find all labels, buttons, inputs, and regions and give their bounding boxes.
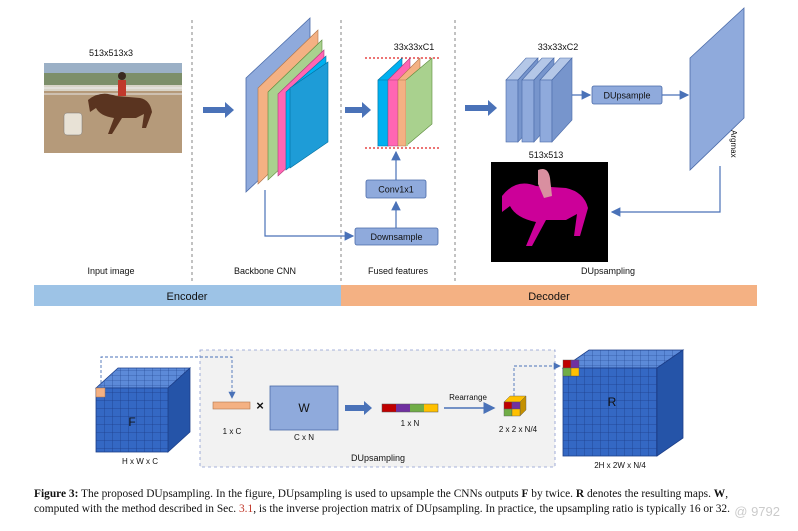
times-symbol: × bbox=[256, 398, 264, 413]
caption-text-4: , computed with the method described in … bbox=[34, 488, 729, 515]
w-dims: C x N bbox=[294, 433, 314, 442]
f-cube bbox=[94, 367, 192, 453]
arrow-fused-decoder bbox=[465, 100, 497, 116]
caption-W: W bbox=[713, 488, 726, 500]
r-cube bbox=[561, 349, 685, 457]
input-label: Input image bbox=[87, 266, 134, 276]
caption-fig-label: Figure 3: bbox=[34, 488, 79, 500]
f-letter: F bbox=[128, 415, 135, 429]
caption-F: F bbox=[521, 488, 529, 500]
vector-dims: 1 x C bbox=[223, 427, 242, 436]
decoder-feature-stack bbox=[505, 57, 573, 143]
watermark: @ 9792 bbox=[734, 504, 780, 519]
backbone-label: Backbone CNN bbox=[234, 266, 296, 276]
arrow-w-vector bbox=[345, 401, 372, 415]
downsample-label: Downsample bbox=[370, 232, 422, 242]
vector-1xc bbox=[212, 401, 251, 410]
caption-text-5: , is the inverse projection matrix of DU… bbox=[253, 502, 730, 515]
arrow-input-backbone bbox=[203, 102, 234, 118]
caption-text-2: by twice. bbox=[528, 488, 576, 500]
fused-dims: 33x33xC1 bbox=[394, 42, 435, 52]
input-dims: 513x513x3 bbox=[89, 48, 133, 58]
caption-R: R bbox=[575, 488, 585, 500]
r-dims: 2H x 2W x N/4 bbox=[594, 461, 646, 470]
n-dims: 1 x N bbox=[401, 419, 420, 428]
group-label: DUpsampling bbox=[351, 453, 405, 463]
f-to-vector-link bbox=[100, 356, 236, 399]
f-dims: H x W x C bbox=[122, 457, 158, 466]
output-dims: 513x513 bbox=[529, 150, 564, 160]
dupsample-box-label: DUpsample bbox=[603, 91, 650, 101]
dupsampling-figure: 513x513x3 Input image Backbone CNN 33x33… bbox=[34, 7, 757, 470]
fused-label: Fused features bbox=[368, 266, 429, 276]
rearrange-label: Rearrange bbox=[449, 393, 487, 402]
decoder-label: Decoder bbox=[528, 291, 570, 303]
w-matrix bbox=[269, 385, 339, 431]
encoder-label: Encoder bbox=[167, 291, 208, 303]
caption-text-3: denotes the resulting maps. bbox=[584, 488, 714, 500]
conv1x1-label: Conv1x1 bbox=[378, 185, 414, 195]
dupsampling-label: DUpsampling bbox=[581, 266, 635, 276]
arrow-backbone-fused bbox=[345, 102, 371, 118]
small-cube-2x2 bbox=[503, 395, 527, 417]
vector-1xn bbox=[381, 403, 439, 413]
decoder-dims: 33x33xC2 bbox=[538, 42, 579, 52]
caption-text-1: The proposed DUpsampling. In the figure,… bbox=[78, 488, 522, 500]
input-horse-photo bbox=[44, 63, 182, 153]
fused-features-stack bbox=[365, 57, 440, 149]
argmax-to-mask-arrow bbox=[610, 166, 721, 217]
w-letter: W bbox=[298, 401, 310, 415]
backbone-cnn-stack bbox=[245, 17, 329, 193]
figure-caption: Figure 3: The proposed DUpsampling. In t… bbox=[34, 487, 774, 516]
r-letter: R bbox=[608, 395, 617, 409]
cube-to-r-link bbox=[513, 362, 561, 396]
output-feature-plane bbox=[689, 7, 745, 171]
caption-section-ref[interactable]: 3.1 bbox=[238, 502, 254, 515]
dupsampling-group-box bbox=[199, 349, 556, 468]
argmax-label: Argmax bbox=[729, 130, 738, 158]
encoder-bar bbox=[34, 285, 341, 306]
segmentation-output-mask bbox=[491, 162, 608, 262]
small-dims: 2 x 2 x N/4 bbox=[499, 425, 538, 434]
backbone-to-downsample-line bbox=[264, 190, 355, 241]
decoder-bar bbox=[341, 285, 757, 306]
